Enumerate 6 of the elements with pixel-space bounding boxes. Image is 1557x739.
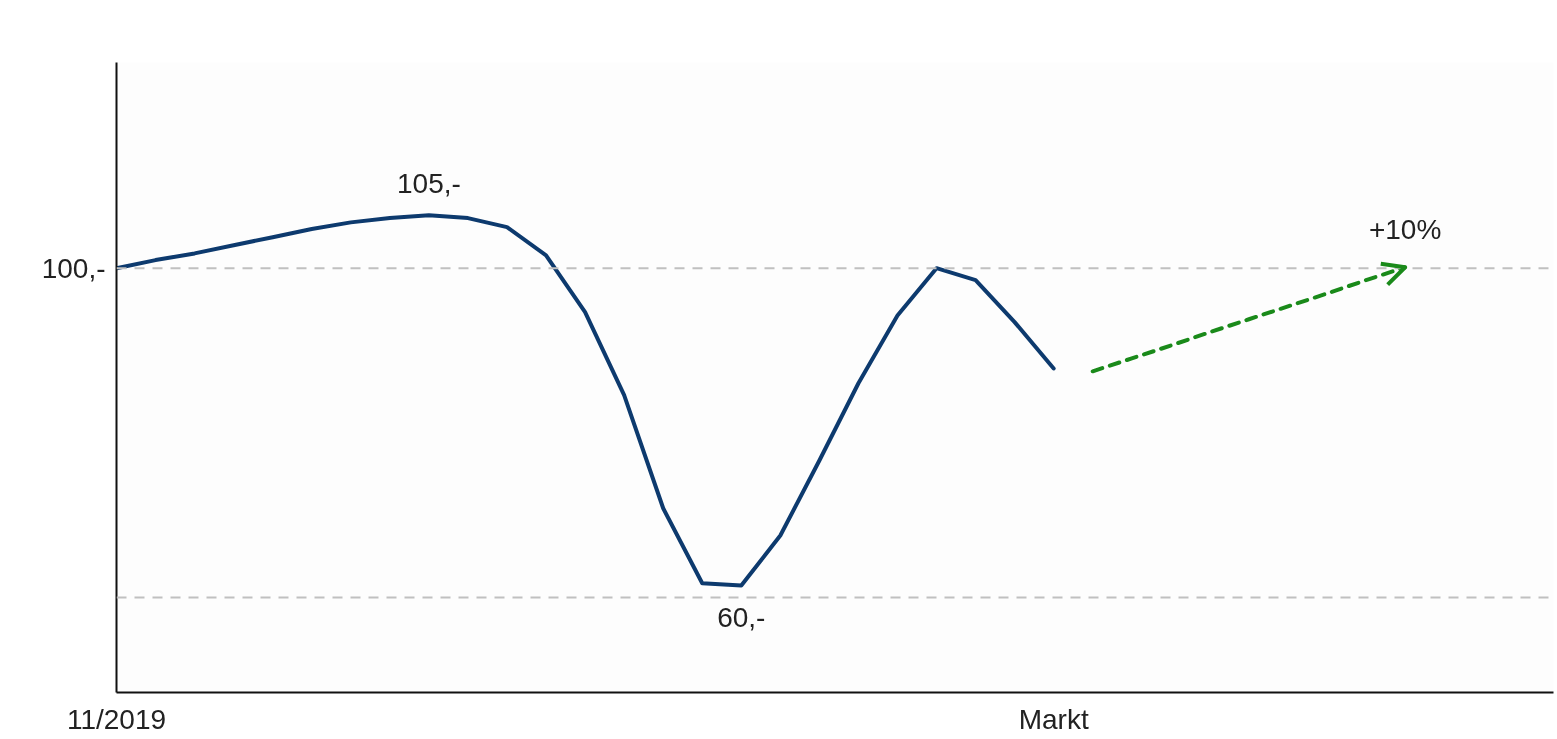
text: 100,- bbox=[41, 252, 106, 284]
text: 105,- bbox=[396, 168, 461, 200]
x-tick-label: Markt bbox=[1018, 703, 1089, 735]
annotation: +10% bbox=[1368, 214, 1442, 246]
annotation: 60,- bbox=[717, 601, 766, 633]
x-tick-label: 11/2019 bbox=[66, 703, 167, 735]
